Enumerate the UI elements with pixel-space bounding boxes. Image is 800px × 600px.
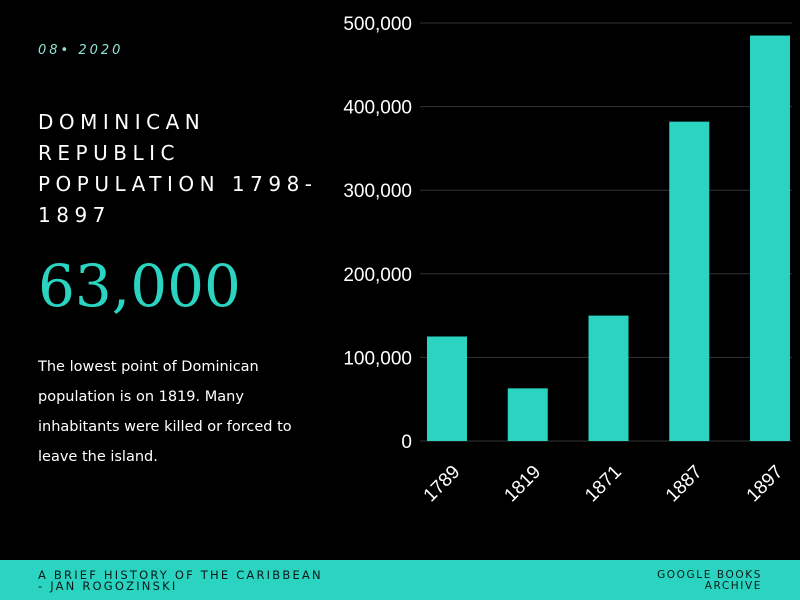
bar	[750, 35, 790, 441]
y-tick-label: 300,000	[343, 181, 412, 202]
y-tick-label: 0	[401, 432, 412, 453]
description: The lowest point of Dominican population…	[38, 359, 292, 465]
archive-line-1: GOOGLE BOOKS	[657, 569, 762, 581]
x-tick-label: 1897	[743, 462, 788, 507]
date-label: 08• 2020	[38, 43, 124, 58]
source-line-1: A BRIEF HISTORY OF THE CARIBBEAN	[38, 568, 323, 582]
x-tick-label: 1819	[500, 462, 545, 507]
bar	[669, 121, 710, 441]
y-tick-label: 400,000	[343, 98, 412, 119]
source-line-2: - JAN ROGOZINSKI	[38, 579, 178, 593]
bar	[427, 336, 467, 441]
page-title: DOMINICAN REPUBLIC POPULATION 1798-1897	[38, 110, 318, 227]
bar-chart: 0 100,000 200,000 300,000 400,000 500,000 1789…	[343, 14, 792, 507]
y-tick-label: 200,000	[343, 265, 412, 286]
x-tick-label: 1871	[581, 462, 626, 507]
y-tick-label: 500,000	[343, 14, 412, 35]
x-tick-label: 1789	[420, 462, 465, 507]
footer: A BRIEF HISTORY OF THE CARIBBEAN - JAN R…	[0, 560, 800, 600]
archive-credit: GOOGLE BOOKS ARCHIVE	[657, 570, 762, 592]
x-tick-label: 1887	[662, 462, 707, 507]
source-credit: A BRIEF HISTORY OF THE CARIBBEAN - JAN R…	[38, 568, 323, 593]
bar	[507, 388, 548, 441]
archive-line-2: ARCHIVE	[704, 580, 762, 592]
y-tick-label: 100,000	[343, 348, 412, 369]
highlight-value: 63,000	[38, 252, 241, 320]
bar	[588, 315, 629, 441]
